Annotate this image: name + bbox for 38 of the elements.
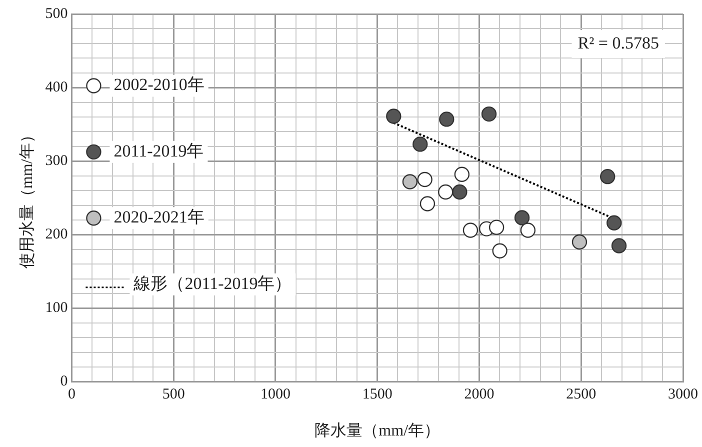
point	[520, 222, 536, 238]
point	[611, 238, 627, 254]
y-axis-title: 使用水量（mm/年）	[18, 127, 36, 269]
point	[572, 234, 588, 250]
point	[454, 166, 470, 182]
point	[420, 196, 436, 212]
point	[488, 220, 504, 235]
x-tick-label: 1000	[260, 386, 290, 403]
y-tick-label: 400	[45, 79, 68, 96]
point	[600, 168, 616, 184]
x-tick-label: 1500	[362, 386, 392, 403]
legend-label: 2002-2010年	[114, 75, 204, 94]
point	[481, 106, 497, 122]
legend-label: 線形（2011-2019年）	[132, 274, 292, 293]
x-tick-label: 2500	[566, 386, 596, 403]
x-tick-label: 2000	[464, 386, 494, 403]
point	[452, 184, 468, 200]
point	[462, 222, 478, 238]
point	[438, 184, 454, 200]
point	[492, 243, 508, 258]
point	[514, 210, 530, 226]
legend-label: 2011-2019年	[114, 141, 204, 160]
y-tick-label: 0	[60, 374, 68, 390]
y-tick-label: 300	[45, 153, 68, 170]
y-tick-label: 500	[45, 6, 68, 22]
y-tick-label: 200	[45, 226, 68, 243]
point	[402, 174, 418, 190]
x-tick-label: 500	[162, 386, 185, 403]
point	[417, 172, 432, 188]
x-axis-title: 降水量（mm/年）	[314, 422, 440, 440]
legend-label: 2020-2021年	[114, 208, 204, 227]
x-tick-label: 3000	[668, 386, 698, 403]
point	[439, 112, 454, 127]
annotation: R² = 0.5785	[578, 33, 660, 52]
y-tick-label: 100	[45, 300, 68, 316]
point	[386, 108, 402, 124]
point	[606, 215, 622, 231]
point	[412, 136, 428, 152]
